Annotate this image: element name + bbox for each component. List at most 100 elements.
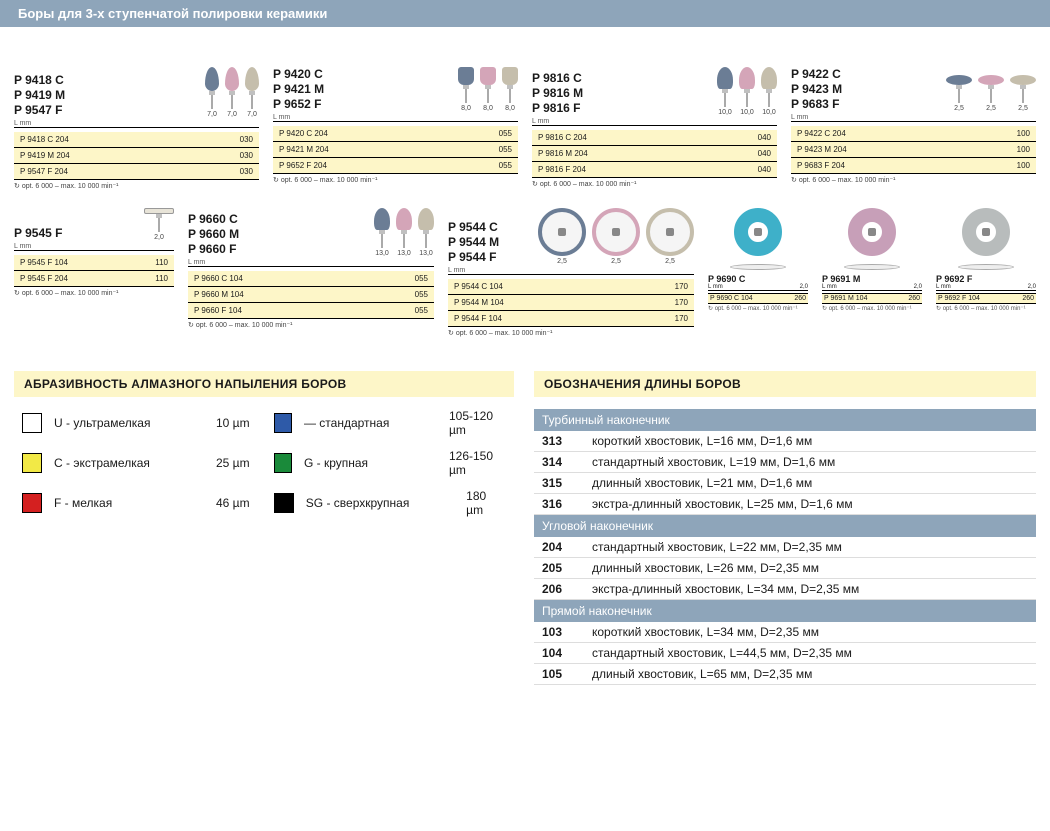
length-row: 206экстра-длинный хвостовик, L=34 мм, D=… [534, 579, 1036, 600]
disc-card: P 9692 FL mm2,0P 9692 F 104260↻ opt. 6 0… [936, 208, 1036, 312]
abrasive-item: — стандартная105-120 µm [274, 409, 506, 437]
spec-table: P 9422 C 204100P 9423 M 204100P 9683 F 2… [791, 126, 1036, 174]
color-swatch [22, 413, 42, 433]
spec-value: 055 [362, 303, 434, 319]
product-shapes: 2,52,52,5 [946, 75, 1036, 112]
disc-rpm: ↻ opt. 6 000 – max. 10 000 min⁻¹ [822, 305, 912, 312]
spec-code: P 9547 F 204 [14, 164, 188, 180]
rpm-note: opt. 6 000 – max. 10 000 min⁻¹ [791, 176, 1036, 184]
abrasive-size: 10 µm [216, 416, 250, 430]
tool-shape [717, 67, 733, 107]
product-shapes: 2,52,52,5 [538, 208, 694, 265]
color-swatch [274, 493, 294, 513]
spec-value: 110 [127, 271, 174, 287]
spec-value: 040 [706, 162, 777, 178]
lmm-label: L mm [791, 114, 1036, 122]
abrasive-size: 46 µm [216, 496, 250, 510]
tool-shape [144, 208, 174, 232]
spec-value: 170 [622, 279, 694, 295]
spec-code: P 9660 C 104 [188, 271, 362, 287]
product-codes: P 9422 CP 9423 MP 9683 F [791, 67, 842, 112]
product-shapes: 2,0 [144, 208, 174, 241]
abrasive-item: U - ультрамелкая 10 µm [22, 409, 254, 437]
disc-code: P 9690 C [708, 274, 745, 284]
spec-code: P 9660 F 104 [188, 303, 362, 319]
product-card: P 9816 CP 9816 MP 9816 F10,010,010,0L mm… [532, 67, 777, 188]
rpm-note: opt. 6 000 – max. 10 000 min⁻¹ [448, 329, 694, 337]
length-desc: экстра-длинный хвостовик, L=34 мм, D=2,3… [592, 582, 859, 596]
product-codes: P 9420 CP 9421 MP 9652 F [273, 67, 324, 112]
spec-code: P 9652 F 204 [273, 158, 447, 174]
product-shapes: 8,08,08,0 [458, 67, 518, 112]
tool-shape [458, 67, 474, 103]
spec-table: P 9660 C 104055P 9660 M 104055P 9660 F 1… [188, 271, 434, 319]
tool-shape [978, 75, 1004, 103]
spec-code: P 9423 M 204 [791, 142, 965, 158]
disc-spec-row: P 9692 F 104260 [936, 293, 1036, 304]
length-code: 315 [542, 476, 578, 490]
length-code: 313 [542, 434, 578, 448]
spec-value: 040 [706, 146, 777, 162]
length-row: 104стандартный хвостовик, L=44,5 мм, D=2… [534, 643, 1036, 664]
spec-code: P 9544 M 104 [448, 295, 622, 311]
tool-shape [418, 208, 434, 248]
disc-card: P 9691 ML mm2,0P 9691 M 104260↻ opt. 6 0… [822, 208, 922, 312]
abrasive-size: 25 µm [216, 456, 250, 470]
tool-shape [374, 208, 390, 248]
length-desc: стандартный хвостовик, L=44,5 мм, D=2,35… [592, 646, 852, 660]
length-row: 313короткий хвостовик, L=16 мм, D=1,6 мм [534, 431, 1036, 452]
length-code: 103 [542, 625, 578, 639]
length-row: 103короткий хвостовик, L=34 мм, D=2,35 м… [534, 622, 1036, 643]
spec-code: P 9816 F 204 [532, 162, 706, 178]
rpm-note: opt. 6 000 – max. 10 000 min⁻¹ [532, 180, 777, 188]
tool-shape [205, 67, 219, 109]
tool-shape [396, 208, 412, 248]
tool-shape [502, 67, 518, 103]
product-codes: P 9418 CP 9419 MP 9547 F [14, 73, 65, 118]
abrasiveness-grid: U - ультрамелкая 10 µm — стандартная105-12… [14, 409, 514, 517]
bottom-legends: АБРАЗИВНОСТЬ АЛМАЗНОГО НАПЫЛЕНИЯ БОРОВ U… [0, 355, 1050, 701]
product-card: P 9418 CP 9419 MP 9547 F7,07,07,0L mmP 9… [14, 67, 259, 190]
lmm-label: L mm [14, 243, 174, 251]
length-section-header: Турбинный наконечник [534, 409, 1036, 431]
lmm-label: L mm [448, 267, 694, 275]
spec-code: P 9544 C 104 [448, 279, 622, 295]
length-code: 314 [542, 455, 578, 469]
abrasive-label: U - ультрамелкая [54, 416, 204, 430]
tool-shape [761, 67, 777, 107]
spec-code: P 9420 C 204 [273, 126, 447, 142]
lengths-table: Турбинный наконечник313короткий хвостови… [534, 409, 1036, 685]
spec-code: P 9660 M 104 [188, 287, 362, 303]
spec-table: P 9545 F 104110P 9545 F 204110 [14, 255, 174, 287]
length-code: 205 [542, 561, 578, 575]
spec-code: P 9545 F 204 [14, 271, 127, 287]
length-section-header: Прямой наконечник [534, 600, 1036, 622]
abrasive-size: 126-150 µm [449, 449, 506, 477]
tool-shape [1010, 75, 1036, 103]
spec-value: 110 [127, 255, 174, 271]
spec-code: P 9419 M 204 [14, 148, 188, 164]
length-desc: длинный хвостовик, L=21 мм, D=1,6 мм [592, 476, 812, 490]
product-row-1: P 9418 CP 9419 MP 9547 F7,07,07,0L mmP 9… [0, 67, 1050, 190]
abrasive-label: G - крупная [304, 456, 437, 470]
length-desc: стандартный хвостовик, L=19 мм, D=1,6 мм [592, 455, 835, 469]
disc-lmm: L mm2,0 [936, 284, 1036, 291]
spec-code: P 9418 C 204 [14, 132, 188, 148]
product-card: P 9420 CP 9421 MP 9652 F8,08,08,0L mmP 9… [273, 67, 518, 184]
spec-value: 170 [622, 311, 694, 327]
spec-code: P 9421 M 204 [273, 142, 447, 158]
length-row: 315 длинный хвостовик, L=21 мм, D=1,6 мм [534, 473, 1036, 494]
spec-code: P 9545 F 104 [14, 255, 127, 271]
lengths-title: ОБОЗНАЧЕНИЯ ДЛИНЫ БОРОВ [534, 371, 1036, 397]
product-codes: P 9545 F [14, 226, 62, 241]
disc-lmm: L mm2,0 [822, 284, 922, 291]
product-codes: P 9660 CP 9660 MP 9660 F [188, 212, 239, 257]
tool-shape [538, 208, 586, 256]
spec-value: 040 [706, 130, 777, 146]
tool-shape [480, 67, 496, 103]
spec-value: 030 [188, 132, 259, 148]
spec-value: 055 [447, 158, 518, 174]
abrasive-label: F - мелкая [54, 496, 204, 510]
spec-value: 170 [622, 295, 694, 311]
spec-value: 055 [362, 287, 434, 303]
